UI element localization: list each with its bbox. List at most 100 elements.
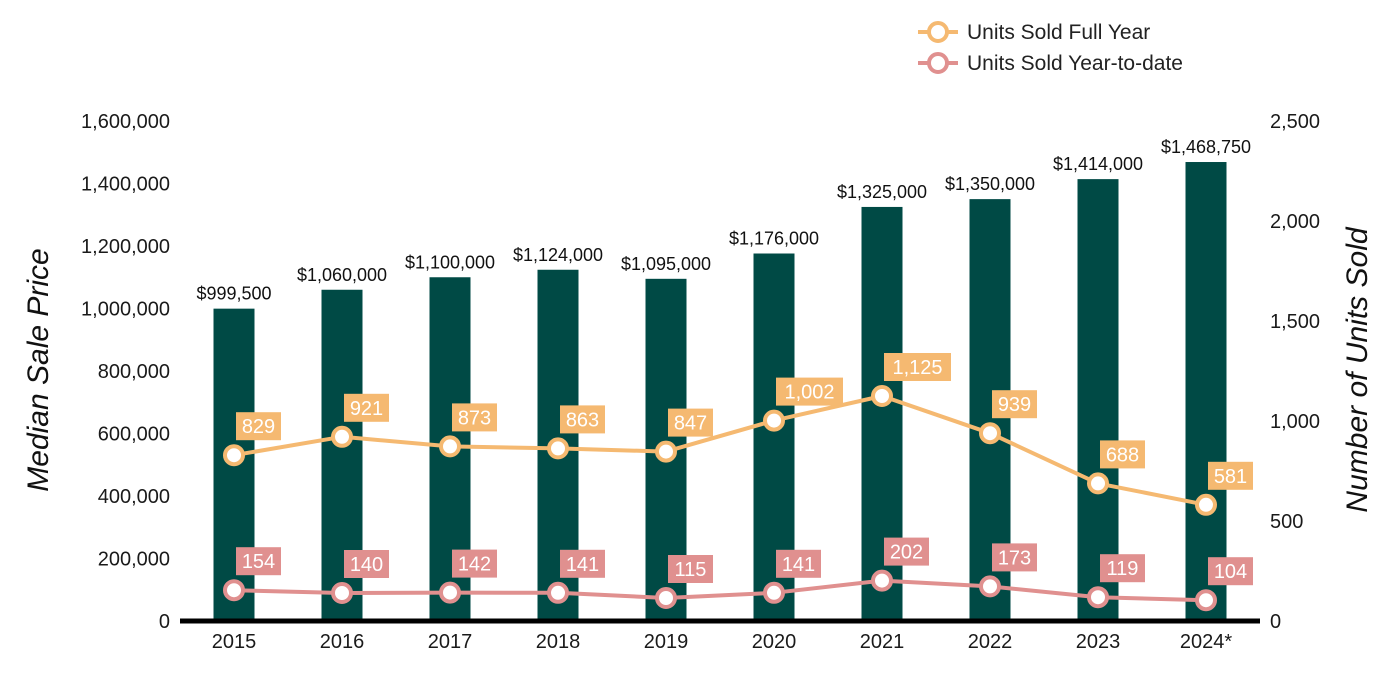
series-point bbox=[871, 385, 893, 407]
data-label-box bbox=[992, 543, 1037, 572]
series-point bbox=[331, 425, 353, 448]
point-data-label: 140 bbox=[350, 554, 383, 576]
left-axis-title: Median Sale Price bbox=[22, 248, 55, 491]
data-label-box bbox=[1208, 557, 1253, 586]
point-data-label: 173 bbox=[998, 547, 1031, 569]
series-point bbox=[871, 569, 893, 592]
bar-data-label: $1,095,000 bbox=[621, 254, 711, 274]
data-label-box bbox=[884, 353, 951, 381]
right-axis-tick-label: 1,500 bbox=[1270, 311, 1320, 333]
x-axis-tick-label: 2023 bbox=[1076, 631, 1121, 653]
series-point bbox=[547, 437, 569, 460]
right-axis-tick-label: 0 bbox=[1270, 611, 1281, 633]
data-label-box bbox=[344, 550, 389, 578]
data-label-box bbox=[344, 393, 389, 422]
x-axis-tick-label: 2015 bbox=[212, 631, 257, 653]
bar bbox=[1077, 179, 1119, 621]
right-axis-tick-label: 2,000 bbox=[1270, 211, 1320, 233]
x-axis-tick-label: 2018 bbox=[536, 631, 581, 653]
point-data-label: 939 bbox=[998, 394, 1031, 416]
left-axis-tick-label: 200,000 bbox=[98, 549, 170, 571]
left-axis-tick-label: 400,000 bbox=[98, 486, 170, 508]
left-axis-tick-label: 1,600,000 bbox=[81, 111, 170, 133]
series-point bbox=[223, 579, 245, 602]
x-axis: 2015 2016 2017 2018 2019 2020 2021 2022 2023 2024… bbox=[212, 631, 1233, 653]
data-label-box bbox=[452, 549, 497, 578]
point-data-label: 115 bbox=[675, 559, 707, 581]
left-axis-tick-label: 0 bbox=[159, 611, 170, 633]
bar-data-label: $1,060,000 bbox=[297, 265, 387, 285]
data-label-box bbox=[776, 549, 821, 578]
right-axis-tick-label: 500 bbox=[1270, 511, 1303, 533]
legend-label: Units Sold Year-to-date bbox=[967, 52, 1183, 75]
point-data-label: 581 bbox=[1214, 466, 1247, 488]
data-label-box bbox=[560, 549, 605, 578]
series-point bbox=[655, 587, 677, 609]
series-line bbox=[233, 394, 1207, 507]
data-label-box bbox=[1100, 554, 1145, 583]
point-data-label: 104 bbox=[1214, 561, 1247, 583]
series-point bbox=[439, 581, 461, 604]
left-axis-tick-label: 1,000,000 bbox=[81, 299, 170, 321]
series-point bbox=[763, 581, 785, 604]
point-data-label: 873 bbox=[458, 407, 491, 429]
bar-data-label: $1,100,000 bbox=[405, 252, 495, 272]
x-axis-tick-label: 2024* bbox=[1180, 631, 1232, 653]
point-data-label: 154 bbox=[242, 551, 275, 573]
line-series-2: 154 140 142 141 115 141 202 173 119 104 bbox=[223, 537, 1253, 612]
series-point bbox=[331, 582, 353, 604]
x-axis-tick-label: 2019 bbox=[644, 631, 689, 653]
series-point bbox=[1195, 493, 1217, 516]
series-point bbox=[655, 440, 677, 463]
series-point bbox=[547, 581, 569, 604]
bar-series: $999,500 $1,060,000 $1,100,000 $1,124,000 $1… bbox=[196, 137, 1251, 621]
bar-data-label: $1,414,000 bbox=[1053, 154, 1143, 174]
bar-data-label: $1,176,000 bbox=[729, 229, 819, 249]
legend-marker bbox=[927, 52, 949, 74]
x-axis-tick-label: 2017 bbox=[428, 631, 473, 653]
bar-data-label: $999,500 bbox=[196, 284, 271, 304]
point-data-label: 1,002 bbox=[784, 382, 834, 404]
left-axis: 0 200,000 400,000 600,000 800,000 1,000,000 1,… bbox=[81, 111, 170, 633]
point-data-label: 1,125 bbox=[892, 357, 942, 379]
right-axis-tick-label: 1,000 bbox=[1270, 411, 1320, 433]
data-label-box bbox=[668, 408, 713, 437]
x-axis-tick-label: 2022 bbox=[968, 631, 1013, 653]
legend: Units Sold Full Year Units Sold Year-to-d… bbox=[918, 21, 1183, 75]
series-point bbox=[223, 444, 245, 467]
left-axis-tick-label: 1,400,000 bbox=[81, 174, 170, 196]
x-axis-tick-label: 2020 bbox=[752, 631, 797, 653]
data-label-box bbox=[776, 377, 843, 406]
data-label-box bbox=[668, 555, 713, 583]
series-point bbox=[1087, 472, 1109, 495]
data-label-box bbox=[1100, 440, 1145, 469]
right-axis: 0 500 1,000 1,500 2,000 2,500 bbox=[1270, 111, 1320, 633]
bar bbox=[1185, 162, 1227, 621]
bar-data-label: $1,325,000 bbox=[837, 182, 927, 202]
point-data-label: 688 bbox=[1106, 444, 1139, 466]
series-point bbox=[1087, 586, 1109, 609]
point-data-label: 119 bbox=[1107, 558, 1139, 580]
data-label-box bbox=[560, 405, 605, 434]
series-point bbox=[439, 435, 461, 458]
data-label-box bbox=[992, 390, 1037, 419]
left-axis-tick-label: 1,200,000 bbox=[81, 236, 170, 258]
point-data-label: 847 bbox=[674, 413, 707, 435]
point-data-label: 829 bbox=[242, 416, 275, 438]
left-axis-tick-label: 600,000 bbox=[98, 424, 170, 446]
bar-data-label: $1,350,000 bbox=[945, 174, 1035, 194]
point-data-label: 921 bbox=[350, 398, 383, 420]
data-label-box bbox=[236, 547, 281, 576]
series-point bbox=[763, 409, 785, 432]
point-data-label: 142 bbox=[458, 554, 491, 576]
series-line bbox=[233, 578, 1207, 603]
series-point bbox=[1195, 589, 1217, 612]
legend-marker bbox=[927, 21, 949, 43]
data-label-box bbox=[452, 403, 497, 432]
series-point bbox=[979, 575, 1001, 598]
data-label-box bbox=[1208, 461, 1253, 490]
x-axis-tick-label: 2016 bbox=[320, 631, 365, 653]
bar-data-label: $1,468,750 bbox=[1161, 137, 1251, 157]
series-point bbox=[979, 422, 1001, 445]
